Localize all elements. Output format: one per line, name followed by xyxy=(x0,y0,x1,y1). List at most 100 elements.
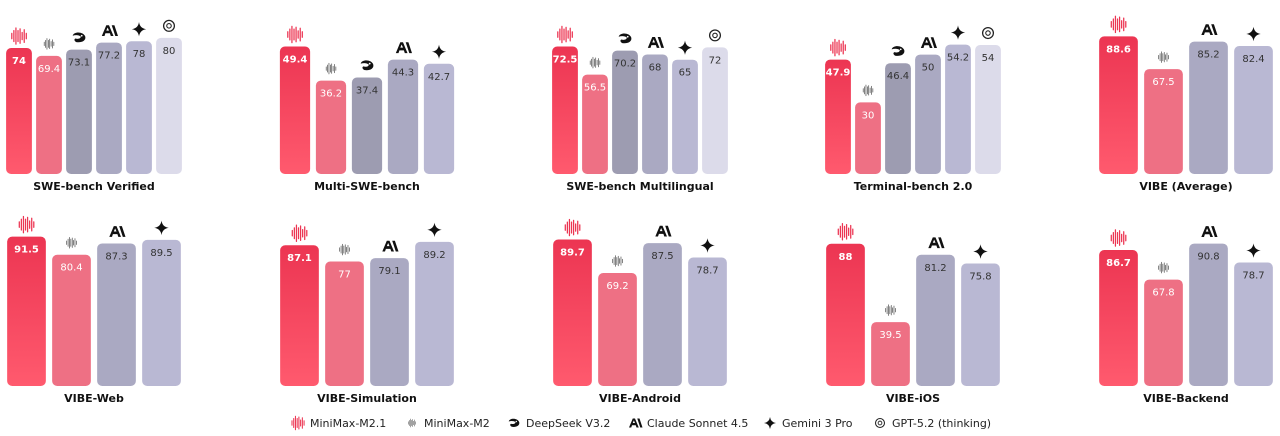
bar xyxy=(387,59,419,175)
chart-title: VIBE-Backend xyxy=(1143,392,1229,405)
value-label: 80 xyxy=(163,46,176,57)
icon-gpt xyxy=(712,32,718,39)
icon-wave xyxy=(325,62,337,75)
value-label: 49.4 xyxy=(283,55,308,66)
bar xyxy=(1144,69,1183,174)
icon-claude xyxy=(920,37,937,48)
legend-label: Claude Sonnet 4.5 xyxy=(647,417,748,430)
bar xyxy=(370,258,409,386)
icon-wave xyxy=(408,418,416,428)
model-icon xyxy=(109,226,126,237)
model-icon xyxy=(950,25,966,40)
icon-eye xyxy=(899,48,902,51)
icon-wave xyxy=(291,224,308,242)
bar xyxy=(552,46,578,174)
chart-title: VIBE (Average) xyxy=(1139,180,1232,193)
model-icon xyxy=(1110,229,1127,247)
model-icon xyxy=(647,37,664,48)
icon-star xyxy=(1246,243,1261,258)
legend-label: MiniMax-M2.1 xyxy=(310,417,386,430)
value-label: 46.4 xyxy=(887,71,909,82)
model-icon xyxy=(291,224,308,242)
chart-title: Multi-SWE-bench xyxy=(314,180,420,193)
icon-gpt xyxy=(874,417,886,429)
bar xyxy=(7,236,46,386)
model-icon xyxy=(700,238,715,253)
bar xyxy=(126,41,152,175)
chart-title: VIBE-Android xyxy=(599,392,681,405)
icon-eye xyxy=(515,420,517,423)
value-label: 77 xyxy=(338,270,351,281)
icon-star xyxy=(764,417,776,429)
icon-star xyxy=(154,220,169,236)
bar xyxy=(325,261,364,386)
icon-whale xyxy=(618,33,632,44)
icon-wave xyxy=(66,237,77,249)
icon-star xyxy=(973,244,988,259)
legend-label: Gemini 3 Pro xyxy=(782,417,853,430)
bar xyxy=(1144,279,1183,386)
value-label: 36.2 xyxy=(320,89,342,100)
value-label: 65 xyxy=(679,68,692,79)
model-icon xyxy=(72,32,86,43)
model-icon xyxy=(154,220,169,236)
chart-title: SWE-bench Multilingual xyxy=(566,180,713,193)
value-label: 56.5 xyxy=(584,83,606,94)
bar xyxy=(415,241,454,386)
bar xyxy=(612,50,638,175)
model-icon xyxy=(131,22,147,37)
value-label: 81.2 xyxy=(924,263,946,274)
model-icon xyxy=(43,38,55,50)
value-label: 44.3 xyxy=(392,68,414,79)
value-label: 88 xyxy=(839,252,853,263)
icon-wave xyxy=(612,255,623,267)
chart-title: VIBE-iOS xyxy=(886,392,940,405)
model-icon xyxy=(981,27,995,40)
bar xyxy=(423,63,455,174)
icon-star xyxy=(950,25,966,40)
icon-gpt xyxy=(981,27,995,40)
model-icon xyxy=(830,38,846,57)
icon-whale xyxy=(508,418,520,427)
value-label: 89.5 xyxy=(150,248,172,259)
icon-eye xyxy=(626,35,629,38)
icon-wave xyxy=(43,38,55,50)
bar xyxy=(975,45,1001,175)
model-icon xyxy=(382,240,399,252)
icon-star xyxy=(431,44,447,60)
model-icon xyxy=(427,222,442,238)
value-label: 73.1 xyxy=(68,58,90,69)
model-icon xyxy=(862,84,874,97)
value-label: 37.4 xyxy=(356,85,378,96)
bar xyxy=(1234,262,1273,386)
bar xyxy=(643,243,682,386)
bar xyxy=(945,44,971,174)
value-label: 42.7 xyxy=(428,72,450,83)
icon-wave xyxy=(862,84,874,97)
model-icon xyxy=(508,418,520,427)
model-icon xyxy=(339,243,350,256)
bar xyxy=(66,49,92,175)
bar xyxy=(36,55,62,174)
value-label: 79.1 xyxy=(378,266,400,277)
icon-star xyxy=(677,40,693,55)
value-label: 54 xyxy=(982,53,995,64)
bar xyxy=(1234,46,1273,174)
icon-wave xyxy=(1110,229,1127,247)
icon-star xyxy=(131,22,147,37)
bar xyxy=(672,59,698,174)
icon-eye xyxy=(80,34,83,37)
icon-gpt xyxy=(877,420,883,426)
value-label: 82.4 xyxy=(1242,54,1264,65)
bar xyxy=(315,80,347,174)
icon-wave xyxy=(339,243,350,256)
model-icon xyxy=(874,417,886,429)
value-label: 89.2 xyxy=(423,250,445,261)
bar xyxy=(1189,243,1228,386)
model-icon xyxy=(18,215,35,234)
legend-label: GPT-5.2 (thinking) xyxy=(892,417,991,430)
value-label: 78.7 xyxy=(696,266,718,277)
value-label: 68 xyxy=(649,62,662,73)
model-icon xyxy=(920,37,937,48)
icon-whale xyxy=(360,60,374,71)
